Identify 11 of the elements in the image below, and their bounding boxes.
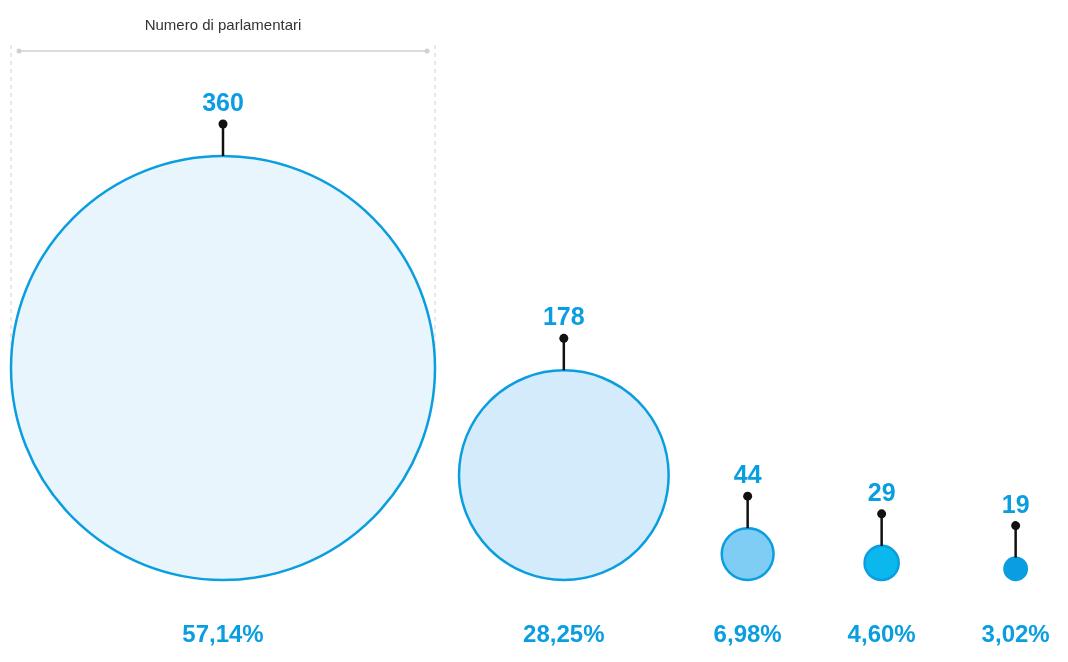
data-label: 44 xyxy=(733,460,762,489)
text: 4,60% xyxy=(847,620,916,647)
data-label: 178 xyxy=(542,302,585,331)
data-label: 19 xyxy=(1001,489,1030,518)
text: 28,25% xyxy=(523,620,605,647)
text: Numero di parlamentari xyxy=(144,16,302,33)
text: 57,14% xyxy=(182,620,264,647)
data-label: 29 xyxy=(867,477,896,506)
text: 6,98% xyxy=(713,620,782,647)
data-label: 360 xyxy=(202,88,244,116)
text: 3,02% xyxy=(981,620,1050,647)
